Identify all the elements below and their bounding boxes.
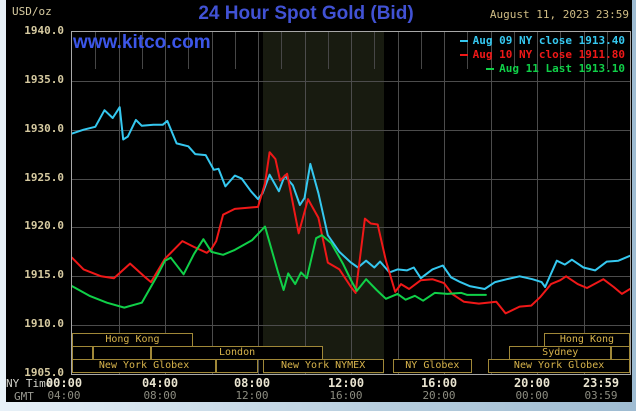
session-box: New York Globex	[72, 359, 217, 373]
session-box: New York NYMEX	[262, 359, 384, 373]
legend-dash-icon	[459, 40, 468, 42]
hour-tick	[420, 32, 422, 69]
legend-label: Aug 10 NY close 1911.80	[472, 48, 625, 61]
y-axis-label: 1905.0	[24, 366, 64, 379]
gridline-vertical	[165, 32, 166, 374]
session-box: London	[151, 346, 324, 360]
legend-row: Aug 11 Last 1913.10	[486, 62, 625, 75]
gridline-vertical	[351, 32, 352, 374]
gridline-vertical	[583, 32, 585, 374]
hour-tick	[606, 32, 608, 69]
gmt-axis-caption: GMT	[14, 390, 34, 403]
session-box-empty	[92, 346, 152, 360]
gmt-time-tick: 12:00	[235, 389, 269, 402]
gridline-vertical	[537, 32, 538, 374]
session-box: Hong Kong	[543, 333, 630, 347]
gmt-time-tick: 16:00	[329, 389, 363, 402]
session-box: Hong Kong	[72, 333, 193, 347]
hour-tick	[513, 32, 515, 69]
gmt-time-tick: 03:59	[584, 389, 618, 402]
session-box-empty	[216, 359, 258, 373]
y-axis-label: 1935.0	[24, 72, 64, 86]
legend-row: Aug 09 NY close 1913.40	[459, 34, 625, 47]
gridline-horizontal	[72, 130, 630, 131]
ny-time-tick: 16:00	[420, 376, 458, 390]
hour-tick	[141, 32, 143, 69]
session-box: New York Globex	[488, 359, 630, 373]
legend-dash-icon	[459, 54, 468, 56]
gold-chart-panel: USD/oz 24 Hour Spot Gold (Bid) August 11…	[6, 0, 632, 403]
gridline-vertical	[211, 32, 213, 374]
series-line-1	[72, 106, 630, 290]
y-axis-label: 1925.0	[24, 170, 64, 184]
ny-time-axis-caption: NY Time	[6, 377, 53, 390]
gridline-horizontal	[72, 179, 630, 180]
hour-tick	[467, 32, 469, 69]
y-axis-label: 1940.0	[24, 24, 64, 37]
ny-time-tick: 20:00	[513, 376, 551, 390]
chart-timestamp: August 11, 2023 23:59	[489, 8, 629, 21]
gridline-horizontal	[72, 276, 630, 277]
hour-tick	[188, 32, 190, 69]
ny-time-tick: 08:00	[233, 376, 271, 390]
legend-label: Aug 11 Last 1913.10	[499, 62, 625, 75]
ny-time-tick: 23:59	[582, 376, 620, 390]
gmt-time-tick: 00:00	[515, 389, 549, 402]
plot-area: Hong Kong Hong Kong London Sydney New York G…	[71, 31, 631, 375]
session-box-empty	[611, 346, 630, 360]
hour-tick	[560, 32, 562, 69]
ny-time-tick: 12:00	[327, 376, 365, 390]
legend-dash-icon	[486, 68, 495, 70]
series-line-2	[72, 151, 630, 315]
session-box-empty	[72, 346, 93, 360]
ny-time-tick: 04:00	[141, 376, 179, 390]
y-axis-label: 1910.0	[24, 317, 64, 331]
ny-time-tick: 00:00	[45, 376, 83, 390]
y-axis-label: 1915.0	[24, 268, 64, 282]
kitco-watermark-link[interactable]: www.kitco.com	[73, 32, 211, 53]
hour-tick	[234, 32, 236, 69]
series-line-3	[72, 225, 487, 309]
gridline-horizontal	[72, 81, 630, 82]
chart-title: 24 Hour Spot Gold (Bid)	[198, 3, 414, 24]
session-box: Sydney	[509, 346, 612, 360]
gmt-time-tick: 20:00	[422, 389, 456, 402]
gridline-vertical	[397, 32, 399, 374]
hour-tick	[327, 32, 329, 69]
legend-label: Aug 09 NY close 1913.40	[472, 34, 625, 47]
gridline-vertical	[118, 32, 120, 374]
gridline-horizontal	[72, 325, 630, 326]
y-axis-label: 1930.0	[24, 121, 64, 135]
hour-tick	[281, 32, 283, 69]
gmt-time-tick: 04:00	[47, 389, 81, 402]
gmt-time-tick: 08:00	[143, 389, 177, 402]
session-box: NY Globex	[392, 359, 472, 373]
nymex-session-shading	[262, 32, 384, 374]
unit-label: USD/oz	[12, 5, 52, 18]
y-axis-label: 1920.0	[24, 219, 64, 233]
hour-tick	[95, 32, 97, 69]
hour-tick	[374, 32, 376, 69]
gridline-vertical	[490, 32, 492, 374]
gridline-vertical	[444, 32, 445, 374]
legend-row: Aug 10 NY close 1911.80	[459, 48, 625, 61]
gridline-vertical	[304, 32, 306, 374]
price-series-svg	[72, 106, 630, 315]
gridline-horizontal	[72, 227, 630, 228]
